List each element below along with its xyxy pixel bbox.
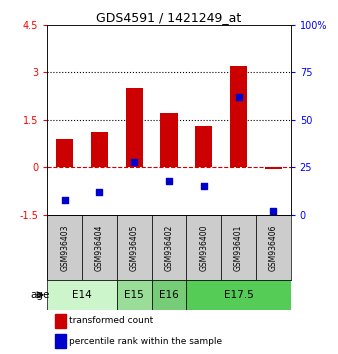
Text: E14: E14 (72, 290, 92, 300)
Bar (55, 334, 66, 348)
Point (62, 197, 67, 202)
Bar (91, 132, 108, 167)
Bar (56, 139, 73, 167)
FancyBboxPatch shape (82, 215, 117, 280)
FancyBboxPatch shape (117, 280, 152, 310)
Bar (55, 314, 66, 328)
FancyBboxPatch shape (47, 215, 82, 280)
Text: GSM936406: GSM936406 (269, 224, 278, 270)
Point (271, 208, 276, 214)
Bar (230, 66, 247, 167)
Text: E15: E15 (124, 290, 144, 300)
FancyBboxPatch shape (221, 215, 256, 280)
Bar (265, 167, 282, 169)
Text: GSM936403: GSM936403 (60, 224, 69, 270)
FancyBboxPatch shape (47, 280, 117, 310)
Bar (160, 113, 178, 167)
Text: age: age (31, 290, 50, 300)
Point (97, 189, 102, 195)
Bar (125, 88, 143, 167)
FancyBboxPatch shape (117, 215, 152, 280)
Text: E16: E16 (159, 290, 179, 300)
FancyBboxPatch shape (152, 280, 186, 310)
Title: GDS4591 / 1421249_at: GDS4591 / 1421249_at (96, 11, 242, 24)
Text: GSM936402: GSM936402 (165, 224, 173, 270)
FancyBboxPatch shape (186, 280, 291, 310)
Text: E17.5: E17.5 (224, 290, 254, 300)
Bar (195, 126, 213, 167)
Point (131, 159, 137, 164)
Text: GSM936405: GSM936405 (130, 224, 139, 270)
Text: percentile rank within the sample: percentile rank within the sample (69, 337, 222, 346)
Text: GSM936400: GSM936400 (199, 224, 208, 270)
FancyBboxPatch shape (256, 215, 291, 280)
FancyBboxPatch shape (186, 215, 221, 280)
Text: transformed count: transformed count (69, 316, 153, 325)
FancyBboxPatch shape (152, 215, 186, 280)
Text: GSM936404: GSM936404 (95, 224, 104, 270)
Text: GSM936401: GSM936401 (234, 224, 243, 270)
Point (236, 94, 241, 100)
Point (201, 183, 207, 189)
Point (166, 178, 172, 183)
